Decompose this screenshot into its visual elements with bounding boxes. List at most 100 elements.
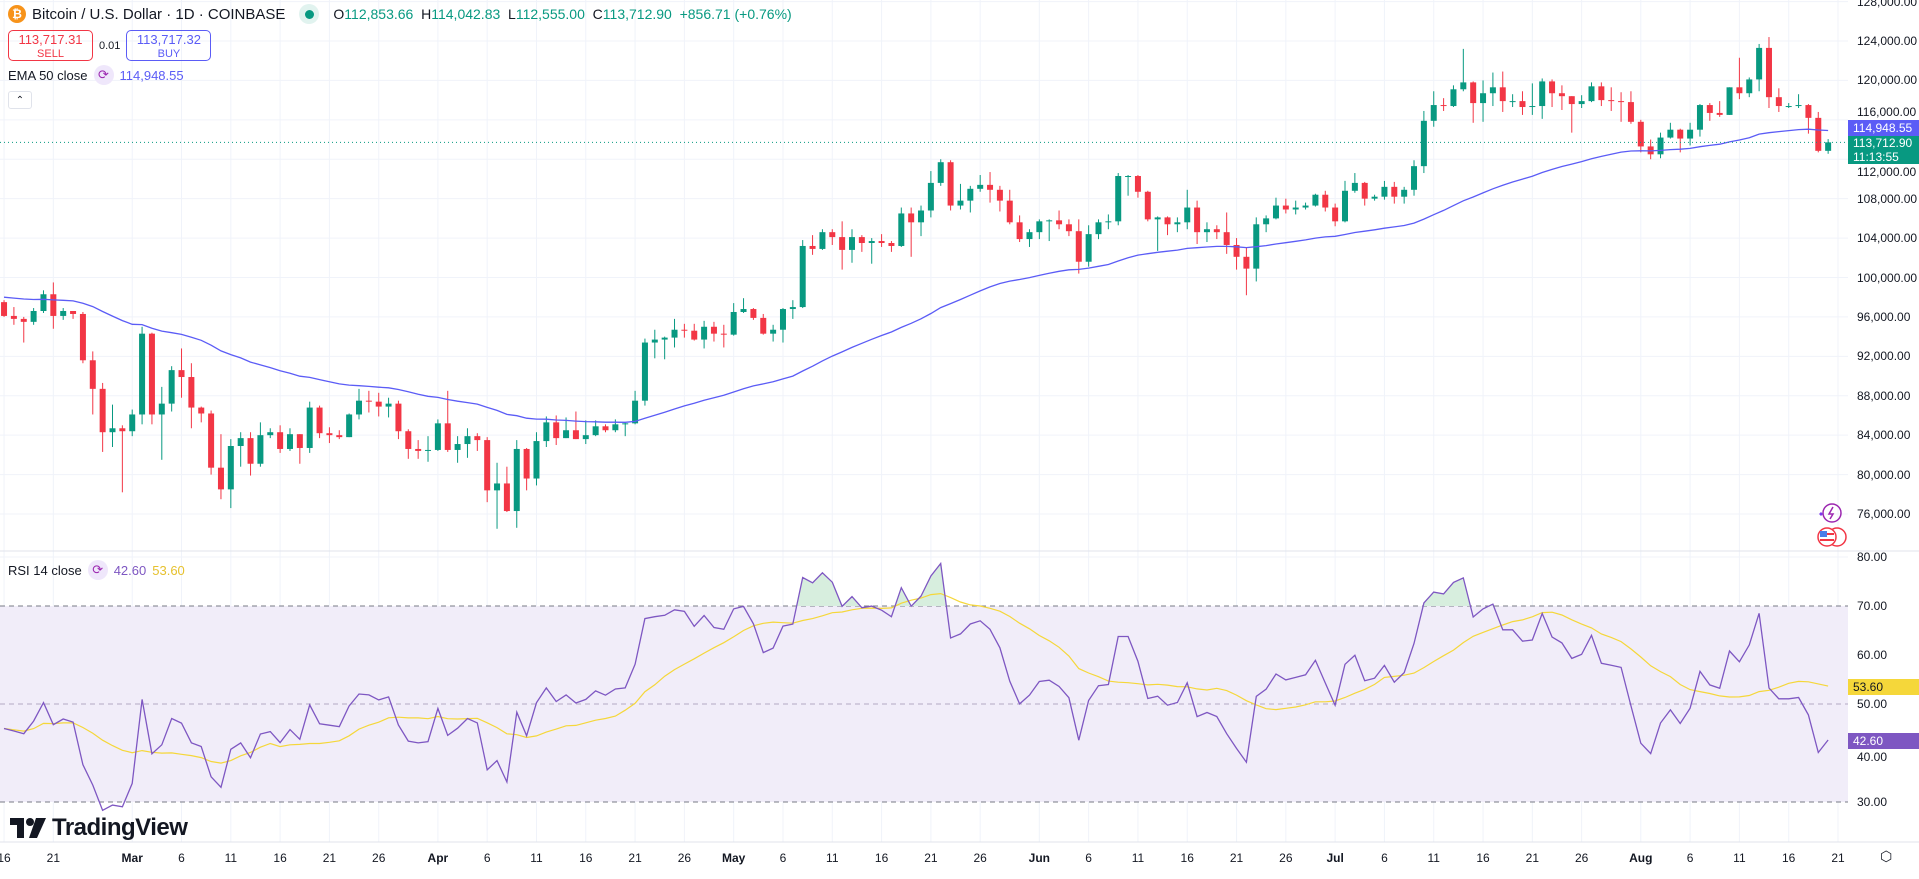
candle-06-23: [1253, 217, 1260, 282]
candle-05-28: [996, 185, 1003, 212]
candle-body: [346, 414, 353, 438]
candle-body: [79, 313, 86, 361]
buy-button[interactable]: 113,717.32 BUY: [126, 30, 212, 61]
candle-body: [454, 444, 461, 450]
candle-body: [425, 449, 432, 451]
candle-08-16: [1785, 103, 1792, 109]
candle-03-01: [129, 409, 136, 437]
candle-06-15: [1174, 217, 1181, 233]
candle-body: [494, 483, 501, 491]
candle-07-22: [1539, 78, 1546, 119]
candle-body: [898, 213, 905, 246]
refresh-icon[interactable]: ⟳: [93, 65, 114, 85]
candle-04-09: [513, 440, 520, 528]
candle-03-23: [346, 413, 353, 438]
lightning-icon[interactable]: [1819, 503, 1842, 523]
price-axis-label: 100,000.00: [1857, 270, 1918, 285]
candle-04-11: [533, 432, 540, 486]
candle-body: [701, 326, 708, 340]
candle-body: [415, 448, 422, 451]
candle-08-03: [1657, 132, 1664, 159]
time-axis-label: 21: [46, 851, 60, 865]
candle-04-16: [582, 420, 589, 445]
candle-body: [927, 182, 934, 211]
candle-07-29: [1608, 87, 1615, 111]
candle-body: [632, 400, 639, 424]
rsi-axis-label: 80.00: [1857, 550, 1888, 564]
candle-05-14: [858, 235, 865, 252]
refresh-icon[interactable]: ⟳: [87, 560, 108, 580]
candle-body: [1213, 229, 1220, 233]
us-flag-icon[interactable]: [1817, 527, 1847, 547]
candle-05-08: [799, 240, 806, 309]
candle-05-19: [908, 207, 915, 257]
candle-body: [809, 245, 816, 249]
time-axis-label: 6: [1686, 851, 1694, 865]
candle-body: [1361, 182, 1368, 199]
events-icons[interactable]: [1810, 502, 1850, 553]
candle-body: [1627, 102, 1634, 122]
sell-button[interactable]: 113,717.31 SELL: [8, 30, 93, 61]
candle-body: [50, 294, 57, 316]
candle-04-30: [720, 324, 727, 348]
candle-body: [829, 232, 836, 238]
candle-08-19: [1815, 111, 1822, 153]
candle-05-25: [967, 185, 974, 213]
candle-body: [70, 311, 77, 314]
candle-body: [1677, 129, 1684, 139]
candle-body: [119, 428, 126, 432]
candle-body: [1765, 47, 1772, 98]
candle-body: [1223, 232, 1230, 245]
candle-05-03: [750, 308, 757, 320]
candle-body: [681, 329, 688, 331]
market-status-icon[interactable]: [299, 4, 320, 24]
settings-icon[interactable]: ⬡: [1880, 848, 1893, 864]
time-axis-label: 21: [1831, 851, 1845, 865]
candle-body: [1174, 222, 1181, 225]
chevron-up-icon[interactable]: ⌃: [8, 91, 32, 109]
candle-body: [326, 433, 333, 436]
candle-05-16: [878, 234, 885, 247]
candle-body: [730, 311, 737, 335]
candle-body: [1105, 221, 1112, 223]
candle-body: [20, 318, 27, 322]
time-axis-label: Apr: [427, 851, 449, 865]
candle-body: [1706, 105, 1713, 113]
candle-02-21: [50, 282, 57, 329]
candle-body: [385, 403, 392, 407]
candle-04-07: [494, 462, 501, 529]
rsi-axis-label: 70.00: [1857, 599, 1888, 613]
last-price-tag: 113,712.90 11:13:55: [1848, 136, 1919, 164]
candle-body: [405, 431, 412, 449]
candle-02-22: [60, 308, 67, 320]
tradingview-logo[interactable]: TradingView: [10, 814, 188, 842]
candle-07-04: [1361, 181, 1368, 206]
rsi-axis-label: 30.00: [1857, 795, 1888, 809]
candle-05-31: [1026, 229, 1033, 247]
candle-body: [1401, 189, 1408, 197]
price-axis-label: 128,000.00: [1857, 0, 1918, 9]
candle-body: [1006, 200, 1013, 223]
candle-05-06: [779, 308, 786, 343]
candle-06-29: [1312, 193, 1319, 207]
candle-07-23: [1549, 79, 1556, 108]
time-axis-label: 16: [1476, 851, 1490, 865]
candle-03-03: [148, 332, 155, 425]
candle-06-22: [1243, 247, 1250, 296]
candle-03-12: [237, 432, 244, 467]
price-axis-label: 120,000.00: [1857, 73, 1918, 88]
ema-legend-label[interactable]: EMA 50 close: [8, 67, 88, 83]
symbol-title[interactable]: Bitcoin / U.S. Dollar · 1D · COINBASE: [32, 5, 286, 23]
candle-body: [1489, 87, 1496, 94]
candle-body: [770, 329, 777, 334]
rsi-legend-label[interactable]: RSI 14 close: [8, 562, 82, 578]
price-axis-label: 124,000.00: [1857, 34, 1918, 48]
candle-03-14: [257, 422, 264, 467]
candle-07-24: [1558, 85, 1565, 110]
candle-body: [375, 401, 382, 407]
price-axis-label: 88,000.00: [1857, 388, 1911, 403]
candle-07-16: [1480, 80, 1487, 122]
candle-06-01: [1036, 219, 1043, 240]
candle-04-10: [523, 447, 530, 491]
